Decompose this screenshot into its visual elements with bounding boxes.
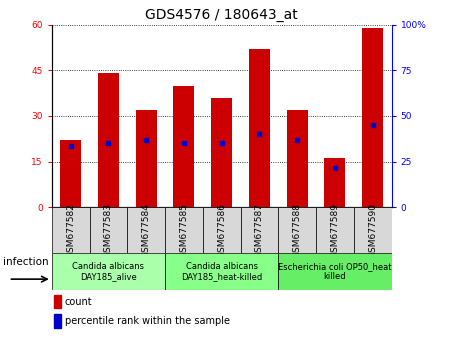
Bar (136, 110, 157, 207)
FancyBboxPatch shape (127, 207, 165, 253)
Text: count: count (65, 297, 92, 307)
Text: GSM677585: GSM677585 (180, 202, 189, 258)
Text: GSM677582: GSM677582 (66, 202, 75, 258)
Title: GDS4576 / 180643_at: GDS4576 / 180643_at (145, 8, 298, 22)
Text: infection: infection (3, 257, 49, 267)
Text: GSM677589: GSM677589 (330, 202, 339, 258)
Text: GSM677590: GSM677590 (368, 202, 377, 258)
Bar (249, 49, 270, 207)
Bar (324, 159, 345, 207)
Text: Candida albicans
DAY185_heat-killed: Candida albicans DAY185_heat-killed (181, 262, 262, 281)
Text: Candida albicans
DAY185_alive: Candida albicans DAY185_alive (72, 262, 144, 281)
FancyBboxPatch shape (316, 207, 354, 253)
FancyBboxPatch shape (52, 207, 90, 253)
Bar (60, 140, 81, 207)
Bar (174, 86, 194, 207)
FancyBboxPatch shape (90, 207, 127, 253)
FancyBboxPatch shape (278, 253, 392, 290)
FancyBboxPatch shape (240, 207, 278, 253)
FancyBboxPatch shape (165, 253, 278, 290)
Bar (211, 98, 232, 207)
Text: GSM677587: GSM677587 (255, 202, 264, 258)
FancyBboxPatch shape (354, 207, 392, 253)
Text: percentile rank within the sample: percentile rank within the sample (65, 316, 230, 326)
FancyBboxPatch shape (165, 207, 203, 253)
Bar (98, 73, 119, 207)
Text: GSM677584: GSM677584 (142, 202, 151, 258)
FancyBboxPatch shape (203, 207, 240, 253)
Text: GSM677583: GSM677583 (104, 202, 113, 258)
Bar (287, 110, 307, 207)
Bar (54, 314, 61, 328)
FancyBboxPatch shape (52, 253, 165, 290)
Bar (54, 295, 61, 308)
Text: GSM677588: GSM677588 (292, 202, 302, 258)
Bar (362, 28, 383, 207)
FancyBboxPatch shape (278, 207, 316, 253)
Text: Escherichia coli OP50_heat
killed: Escherichia coli OP50_heat killed (278, 262, 392, 281)
Text: GSM677586: GSM677586 (217, 202, 226, 258)
